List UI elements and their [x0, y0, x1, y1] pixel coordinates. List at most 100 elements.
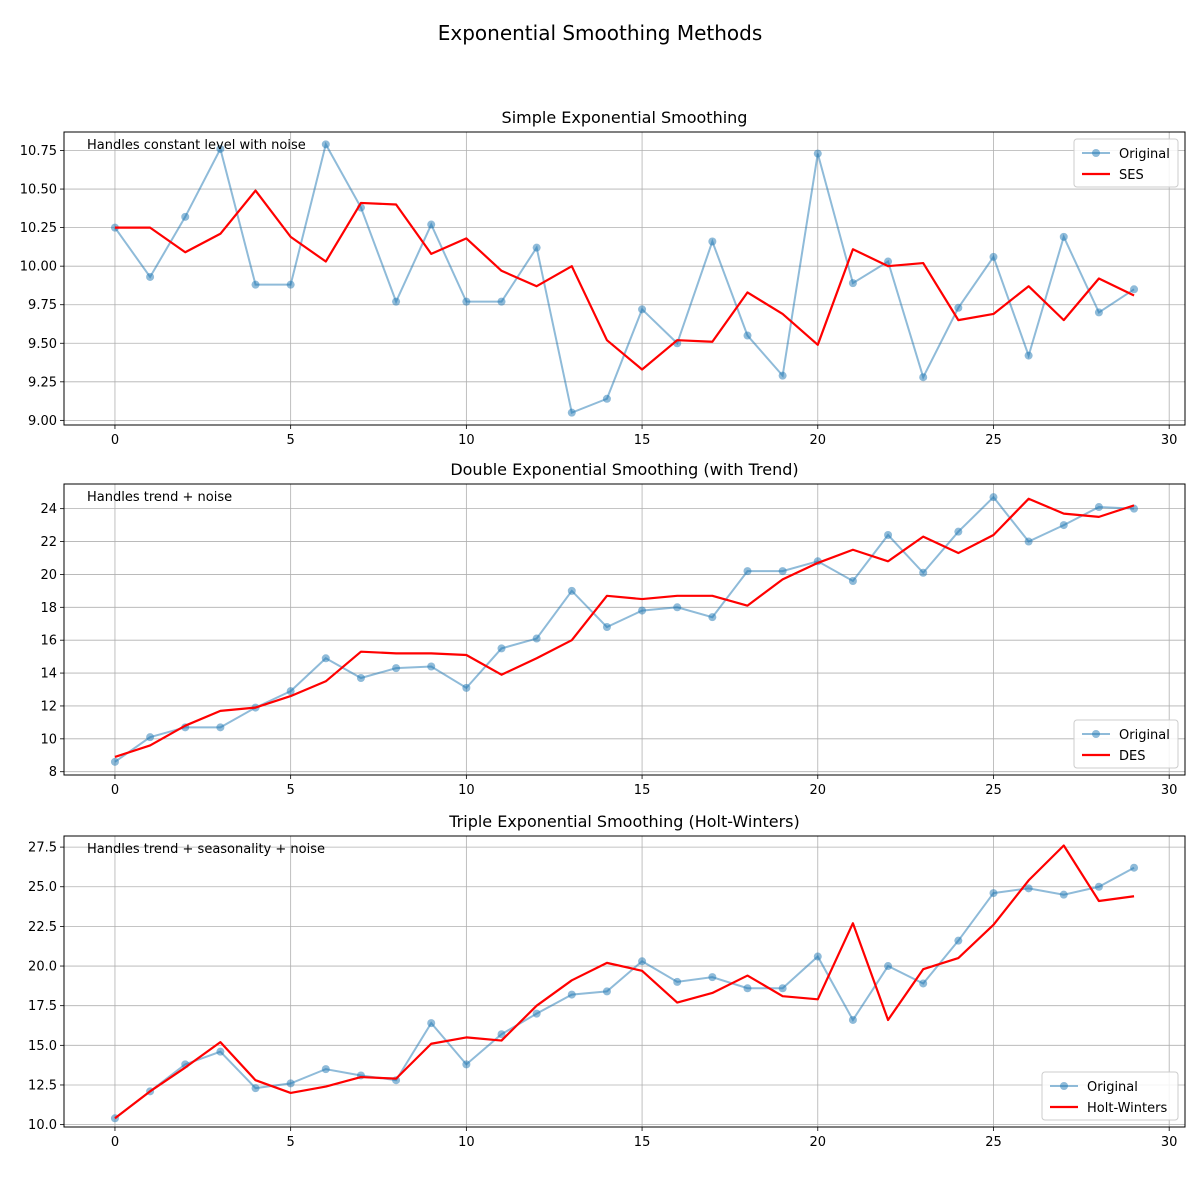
series-original-point	[778, 567, 787, 576]
series-original-point	[743, 331, 752, 340]
series-original-point	[1130, 863, 1139, 872]
series-original-point	[216, 1047, 225, 1056]
y-tick-label: 15.0	[28, 1039, 57, 1054]
x-tick-label: 0	[111, 1135, 119, 1150]
series-original-point	[427, 1019, 436, 1028]
series-original-point	[462, 297, 471, 306]
y-tick-label: 12.5	[28, 1078, 57, 1093]
series-original-point	[181, 212, 190, 221]
x-tick-label: 30	[1161, 1135, 1178, 1150]
series-original-point	[1094, 503, 1103, 512]
series-original-point	[708, 613, 717, 622]
series-original-point	[954, 936, 963, 945]
y-tick-label: 24	[40, 502, 57, 517]
x-tick-label: 20	[810, 1135, 827, 1150]
subplot-title: Double Exponential Smoothing (with Trend…	[450, 460, 798, 479]
series-original-point	[251, 1084, 260, 1093]
figure-title: Exponential Smoothing Methods	[438, 21, 763, 45]
y-tick-label: 10.0	[28, 1118, 57, 1133]
series-original-point	[848, 279, 857, 288]
series-smoothed-line	[114, 189, 1135, 371]
x-tick-label: 20	[810, 783, 827, 798]
x-tick-label: 25	[985, 433, 1002, 448]
series-original-point	[110, 757, 119, 766]
x-tick-label: 0	[111, 433, 119, 448]
axes-frame	[63, 131, 1186, 426]
subplot-annotation: Handles trend + noise	[87, 490, 232, 505]
x-tick-label: 30	[1161, 433, 1178, 448]
x-tick-label: 15	[634, 783, 651, 798]
y-tick-label: 17.5	[28, 999, 57, 1014]
series-original-point	[146, 733, 155, 742]
legend-smoothed-label: DES	[1119, 749, 1145, 764]
series-original-point	[427, 662, 436, 671]
series-original-point	[638, 957, 647, 966]
x-tick-label: 10	[458, 1135, 475, 1150]
legend-original-marker	[1060, 1082, 1068, 1090]
series-original-line	[114, 141, 1135, 415]
y-tick-label: 10.50	[20, 183, 57, 198]
x-tick-label: 25	[985, 783, 1002, 798]
x-tick-label: 15	[634, 1135, 651, 1150]
x-tick-label: 30	[1161, 783, 1178, 798]
series-original-point	[813, 149, 822, 158]
series-original-point	[989, 493, 998, 502]
y-tick-label: 9.75	[28, 298, 57, 313]
series-original-point	[919, 568, 928, 577]
series-original-point	[1059, 521, 1068, 530]
series-original-point	[919, 373, 928, 382]
legend-original-label: Original	[1087, 1080, 1138, 1095]
y-tick-label: 9.00	[28, 414, 57, 429]
y-tick-label: 16	[40, 634, 57, 649]
series-original-point	[954, 303, 963, 312]
y-tick-label: 8	[49, 765, 57, 780]
x-tick-label: 5	[287, 1135, 295, 1150]
series-original-point	[848, 577, 857, 585]
series-smoothed-line	[114, 844, 1135, 1120]
series-original-point	[532, 634, 541, 643]
subplot-des: Double Exponential Smoothing (with Trend…	[40, 460, 1186, 798]
series-original-point	[638, 305, 647, 314]
series-original-line	[114, 866, 1135, 1120]
series-original-point	[602, 623, 611, 632]
y-tick-label: 20	[40, 568, 57, 583]
series-original-point	[1059, 232, 1068, 241]
series-original-point	[216, 144, 225, 153]
subplot-title: Triple Exponential Smoothing (Holt-Winte…	[448, 812, 799, 831]
series-original-point	[251, 280, 260, 289]
y-tick-label: 18	[40, 601, 57, 616]
series-original-point	[602, 987, 611, 996]
axes-frame	[63, 835, 1186, 1128]
series-original-point	[146, 272, 155, 281]
series-original-point	[497, 1030, 506, 1039]
series-original-point	[848, 1015, 857, 1024]
series-original-point	[743, 567, 752, 576]
series-original-point	[884, 257, 893, 266]
series-original-line	[114, 495, 1135, 763]
series-original-point	[673, 977, 682, 986]
series-original-point	[989, 889, 998, 898]
series-original-point	[919, 979, 928, 988]
series-original-point	[321, 654, 330, 663]
series-original-point	[567, 586, 576, 595]
series-original-point	[532, 1009, 541, 1018]
y-tick-label: 25.0	[28, 880, 57, 895]
series-original-point	[392, 664, 401, 673]
legend: Original Holt-Winters	[1041, 1071, 1179, 1121]
series-original-point	[497, 644, 506, 653]
series-original-point	[602, 394, 611, 403]
series-original-point	[1024, 884, 1033, 893]
legend-original-marker	[1092, 149, 1100, 157]
y-tick-label: 10.75	[20, 144, 57, 159]
y-tick-label: 10	[40, 732, 57, 747]
series-original-point	[567, 990, 576, 999]
series-original-point	[462, 1060, 471, 1069]
series-original-point	[813, 952, 822, 961]
axes-frame	[63, 483, 1186, 776]
y-tick-label: 20.0	[28, 960, 57, 975]
series-original-point	[1094, 308, 1103, 317]
subplot-annotation: Handles constant level with noise	[87, 138, 306, 153]
series-original-point	[1094, 882, 1103, 891]
series-original-point	[989, 252, 998, 261]
subplot-ses: Simple Exponential Smoothing 0 5 10 15 20 25 30…	[20, 108, 1186, 448]
